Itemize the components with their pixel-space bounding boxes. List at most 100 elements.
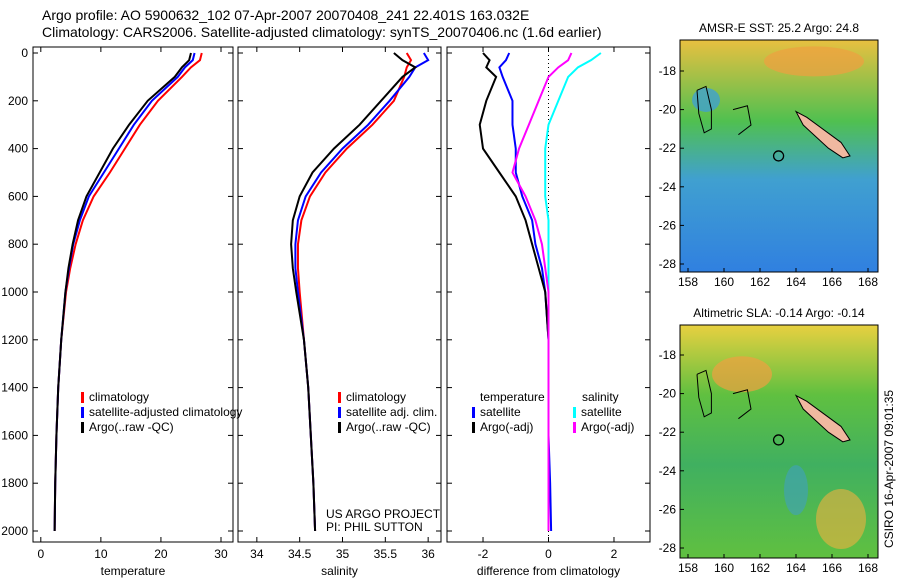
x-tick-label: 10 [94,547,108,561]
legend-swatch [338,422,341,433]
map-y-tick-label: -20 [659,103,677,117]
map-y-tick-label: -18 [659,64,677,78]
project-label: US ARGO PROJECT [326,507,441,521]
y-tick-label: 200 [8,94,28,108]
plot-frame-0 [32,46,234,543]
legend-label: satellite adj. clim. [346,405,437,419]
title-line-1: Argo profile: AO 5900632_102 07-Apr-2007… [42,7,530,23]
argo-float-location [772,434,785,446]
x-axis-label: salinity [321,564,358,578]
legend-header: temperature [480,390,545,404]
warm-anomaly [712,356,772,393]
reef-contour [732,105,752,136]
x-tick-label: 34.5 [288,547,312,561]
map-y-tick-label: -18 [659,348,677,362]
title-line-2: Climatology: CARS2006. Satellite-adjuste… [42,24,602,40]
map-x-tick-label: 166 [822,561,842,575]
map-sla [679,324,879,559]
map-frame [679,39,879,273]
y-tick-label: 1200 [1,333,28,347]
map-x-tick-label: 168 [858,561,878,575]
map-x-tick-label: 166 [822,275,842,289]
y-tick-label: 2000 [1,524,28,538]
x-tick-label: 30 [214,547,228,561]
series-line-salinity-argo-adj- [511,52,573,531]
series-line-satellite-adjusted-climatology [53,52,196,532]
legend-swatch [573,422,576,433]
cool-region [692,87,720,112]
x-tick-label: 36 [421,547,435,561]
legend-header: salinity [582,390,619,404]
legend-label: satellite [581,405,622,419]
map-y-tick-label: -28 [659,541,677,555]
reef-contour [732,389,752,420]
x-tick-label: 0 [545,547,552,561]
legend-label: Argo(..raw -QC) [346,420,431,434]
map-x-tick-label: 168 [858,275,878,289]
x-axis-label: temperature [101,564,166,578]
legend-label: climatology [346,390,406,404]
legend-swatch [81,407,84,418]
map-y-tick-label: -28 [659,257,677,271]
new-caledonia-land [794,394,851,443]
legend-swatch [573,407,576,418]
x-tick-label: 35 [336,547,350,561]
y-tick-label: 1400 [1,381,28,395]
legend-label: Argo(-adj) [480,420,533,434]
y-tick-label: 1800 [1,476,28,490]
reef-contour [696,369,712,418]
y-tick-label: 400 [8,142,28,156]
legend-label: satellite-adjusted climatology [89,405,242,419]
x-tick-label: 35.5 [374,547,398,561]
map-title: AMSR-E SST: 25.2 Argo: 24.8 [699,21,859,35]
series-line-temperature-satellite [498,52,553,532]
legend-label: satellite [480,405,521,419]
x-tick-label: -2 [478,547,489,561]
map-x-tick-label: 162 [750,275,770,289]
pi-label: PI: PHIL SUTTON [326,520,423,534]
map-y-tick-label: -24 [659,180,677,194]
x-tick-label: 0 [37,547,44,561]
x-tick-label: 2 [611,547,618,561]
x-tick-label: 34 [250,547,264,561]
legend-swatch [472,422,475,433]
x-axis-label: difference from climatology [477,564,620,578]
legend-label: climatology [89,390,149,404]
cool-anomaly [784,465,808,516]
argo-float-location [772,150,785,162]
x-tick-label: 20 [154,547,168,561]
map-x-tick-label: 164 [786,561,806,575]
plot-frame-1 [237,46,442,543]
series-line-salinity-satellite [544,52,602,531]
legend-label: Argo(..raw -QC) [89,420,174,434]
map-sst [679,39,879,273]
map-y-tick-label: -26 [659,502,677,516]
map-x-tick-label: 160 [714,561,734,575]
series-line-satellite-adj-clim- [294,52,430,532]
series-line-argo-raw-qc- [53,52,192,532]
warm-anomaly [816,489,866,550]
map-x-tick-label: 162 [750,561,770,575]
map-x-tick-label: 158 [678,275,698,289]
warm-region [764,46,864,77]
legend-swatch [472,407,475,418]
map-y-tick-label: -20 [659,387,677,401]
y-tick-label: 1000 [1,285,28,299]
legend-swatch [338,407,341,418]
reef-contour [696,85,712,134]
map-y-tick-label: -22 [659,141,677,155]
map-title: Altimetric SLA: -0.14 Argo: -0.14 [693,306,865,320]
map-x-tick-label: 160 [714,275,734,289]
legend-swatch [81,392,84,403]
map-x-tick-label: 158 [678,561,698,575]
map-y-tick-label: -22 [659,425,677,439]
map-y-tick-label: -26 [659,218,677,232]
map-frame [679,324,879,559]
new-caledonia-land [794,110,851,159]
map-y-tick-label: -24 [659,464,677,478]
series-line-climatology [296,52,413,532]
legend-swatch [338,392,341,403]
legend-label: Argo(-adj) [581,420,634,434]
